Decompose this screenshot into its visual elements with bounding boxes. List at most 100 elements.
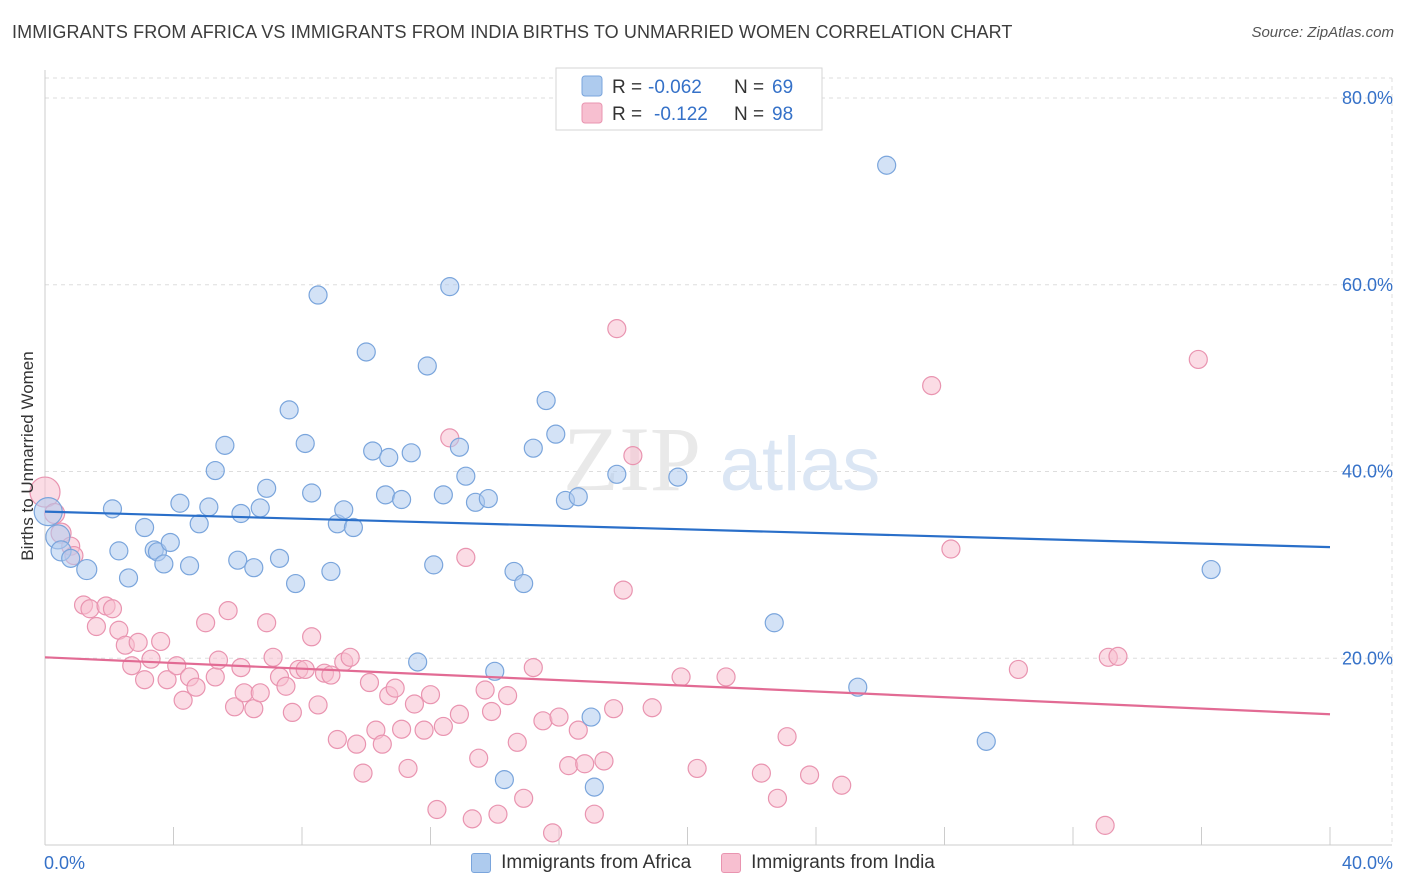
point-india-71: [533, 711, 553, 731]
point-india-9: [102, 599, 123, 619]
point-india-55: [414, 720, 434, 740]
point-africa-64: [877, 155, 897, 175]
point-africa-65: [976, 731, 996, 751]
point-india-32: [263, 647, 283, 667]
y-tick-label-1: 40.0%: [1342, 462, 1393, 482]
x-tick-labels: 0.0% 40.0%: [44, 853, 1393, 873]
point-africa-21: [244, 558, 264, 578]
source-label: Source: ZipAtlas.com: [1251, 24, 1394, 41]
point-africa-13: [170, 493, 190, 513]
point-africa-24: [269, 548, 290, 568]
legend-india-r-label: R =: [612, 104, 642, 125]
point-india-88: [767, 788, 788, 808]
legend-swatch-india: [581, 102, 603, 124]
point-india-30: [250, 683, 270, 703]
point-africa-26: [285, 573, 306, 594]
point-india-47: [359, 672, 380, 693]
point-africa-45: [449, 437, 470, 457]
point-africa-40: [408, 652, 428, 672]
trend-lines: [44, 510, 1331, 716]
legend-africa-n-label: N =: [734, 77, 764, 98]
watermark: ZIP atlas: [563, 408, 880, 510]
point-india-22: [196, 613, 216, 633]
point-india-64: [475, 680, 495, 700]
point-india-6: [80, 599, 100, 619]
point-india-91: [832, 775, 852, 795]
point-india-19: [173, 690, 193, 710]
x-tick-label-max: 40.0%: [1342, 853, 1393, 873]
point-africa-12: [160, 532, 180, 553]
point-india-63: [469, 748, 489, 768]
point-india-70: [523, 657, 543, 678]
point-india-58: [433, 716, 453, 737]
legend-bottom-india: Immigrants from India: [721, 852, 935, 874]
point-africa-50: [494, 770, 514, 790]
point-india-97: [1108, 646, 1128, 666]
point-india-94: [1008, 659, 1028, 680]
point-africa-53: [523, 438, 543, 458]
point-india-21: [186, 677, 206, 697]
point-africa-30: [321, 561, 341, 582]
point-india-84: [671, 667, 691, 687]
point-africa-23: [257, 478, 277, 498]
legend-africa-r-label: R =: [612, 77, 642, 98]
point-africa-37: [379, 447, 399, 468]
point-africa-7: [118, 568, 139, 588]
x-tick-label-min: 0.0%: [44, 853, 85, 873]
point-africa-20: [231, 503, 251, 524]
point-india-98: [1188, 349, 1208, 370]
legend-africa-n-value: 69: [772, 77, 793, 98]
point-india-85: [687, 758, 707, 779]
legend-bottom-africa: Immigrants from Africa: [471, 852, 691, 874]
legend-africa-r-value: -0.062: [648, 77, 702, 98]
trend-line-africa: [44, 510, 1331, 549]
point-india-89: [777, 727, 797, 747]
point-india-92: [922, 376, 942, 396]
y-tick-label-2: 60.0%: [1342, 275, 1393, 295]
point-india-93: [941, 539, 961, 559]
point-africa-27: [295, 433, 315, 454]
point-africa-46: [456, 466, 476, 486]
point-africa-52: [514, 573, 534, 594]
point-india-79: [604, 699, 624, 719]
point-india-7: [86, 616, 107, 637]
point-india-18: [167, 656, 187, 676]
point-india-76: [575, 754, 595, 774]
point-india-44: [340, 647, 360, 667]
point-india-61: [456, 547, 476, 568]
point-india-90: [799, 765, 820, 785]
legend-top: R = -0.062 N = 69 R = -0.122 N = 98: [555, 67, 823, 131]
point-india-74: [559, 756, 579, 776]
point-africa-15: [189, 514, 209, 534]
point-india-80: [613, 580, 633, 600]
point-india-42: [327, 729, 347, 750]
point-africa-34: [356, 342, 376, 362]
legend-swatch-africa: [581, 75, 603, 97]
series-india-points: [29, 319, 1208, 843]
point-india-57: [427, 799, 447, 820]
point-india-51: [385, 678, 405, 698]
point-india-72: [542, 823, 563, 843]
point-africa-25: [279, 400, 299, 420]
point-india-12: [122, 656, 142, 676]
point-india-34: [276, 676, 296, 696]
legend-india-r-value: -0.122: [654, 104, 708, 125]
point-india-53: [398, 758, 418, 779]
point-india-68: [507, 732, 527, 752]
point-india-35: [282, 702, 302, 723]
point-africa-61: [668, 467, 688, 487]
point-africa-22: [250, 498, 270, 518]
point-india-13: [128, 632, 148, 652]
point-africa-36: [375, 485, 396, 505]
point-africa-57: [568, 487, 588, 507]
point-india-60: [449, 704, 470, 724]
point-africa-42: [424, 555, 444, 575]
y-tick-label-3: 80.0%: [1342, 88, 1393, 108]
point-africa-3: [76, 558, 98, 581]
point-africa-8: [134, 517, 155, 538]
legend-bottom-label-africa: Immigrants from Africa: [501, 852, 692, 873]
point-africa-28: [302, 483, 322, 503]
y-tick-label-0: 20.0%: [1342, 648, 1393, 668]
point-africa-39: [401, 443, 421, 463]
